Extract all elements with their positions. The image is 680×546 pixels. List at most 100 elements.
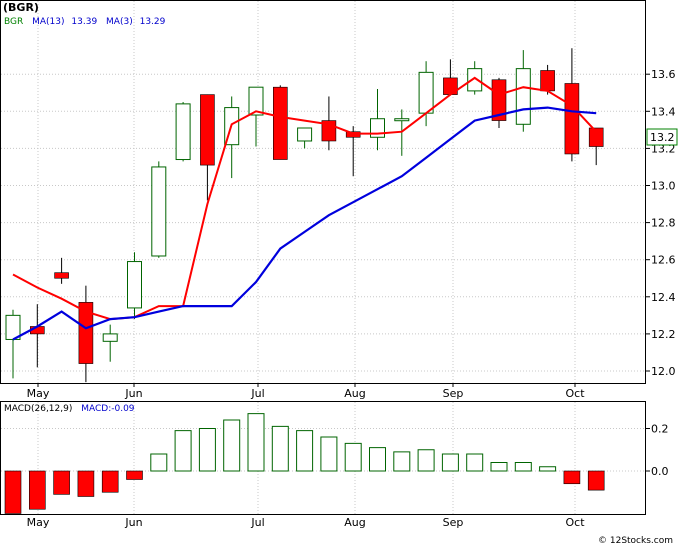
down-candle	[491, 77, 507, 128]
price-y-tick-label: 13.2	[651, 142, 676, 155]
macd-bar-positive	[198, 428, 216, 472]
macd-bar-negative	[126, 470, 143, 480]
price-y-tick-label: 13.6	[651, 68, 676, 81]
macd-bar-positive	[466, 453, 484, 472]
macd-bar-positive	[539, 466, 557, 472]
candle-body	[564, 83, 580, 155]
candlestick-series	[5, 48, 604, 383]
macd-bar-positive	[369, 447, 386, 472]
price-x-tick-label: Aug	[344, 387, 365, 400]
macd-bar-negative	[4, 470, 22, 514]
down-candle	[200, 94, 215, 201]
up-candle	[151, 161, 167, 258]
macd-bar-negative	[77, 470, 95, 497]
candle-body	[151, 166, 167, 257]
down-candle	[78, 285, 94, 383]
price-x-axis: May Jun Jul Aug Sep Oct	[27, 383, 585, 400]
macd-bar-positive	[320, 436, 338, 472]
candle-body	[78, 302, 94, 364]
up-candle	[370, 89, 385, 151]
macd-y-tick-label: 0.2	[651, 423, 669, 436]
macd-bar-negative	[563, 470, 581, 485]
macd-x-tick-label: Sep	[443, 516, 464, 529]
macd-x-axis: May Jun Jul Aug Sep Oct	[27, 516, 586, 529]
macd-panel-frame	[0, 401, 646, 515]
macd-x-tick-label: Aug	[344, 516, 365, 529]
macd-bar-positive	[296, 430, 314, 472]
macd-bar-negative	[53, 470, 70, 495]
ma13-line	[12, 106, 597, 341]
candle-body	[467, 68, 483, 92]
legend-ma-short-value: 13.29	[140, 17, 166, 27]
legend-ma-long-label: MA(13)	[32, 17, 64, 27]
legend-ma-long-value: 13.39	[71, 17, 97, 27]
macd-legend: MACD(26,12,9) MACD:-0.09	[4, 404, 135, 414]
candle-body	[200, 94, 215, 166]
candle-body	[491, 79, 507, 121]
legend-ma-short-label: MA(3)	[106, 17, 133, 27]
price-y-tick-label: 12.0	[651, 365, 676, 378]
macd-bar-positive	[174, 430, 192, 472]
up-candle	[248, 86, 264, 147]
price-x-tick-label: Jun	[124, 387, 142, 400]
macd-x-tick-label: Jul	[250, 516, 264, 529]
down-candle	[588, 127, 604, 166]
price-x-tick-label: May	[27, 387, 50, 400]
down-candle	[54, 257, 69, 284]
macd-bar-positive	[223, 419, 241, 472]
up-candle	[297, 127, 313, 149]
price-x-tick-label: Oct	[565, 387, 585, 400]
macd-x-tick-label: Oct	[565, 516, 585, 529]
chart-title: (BGR)	[3, 1, 39, 14]
macd-bar-positive	[417, 449, 435, 472]
price-gridlines	[1, 1, 645, 383]
macd-bar-positive	[271, 425, 289, 472]
candle-body	[540, 70, 555, 92]
down-candle	[272, 85, 288, 160]
price-y-tick-label: 12.2	[651, 328, 676, 341]
price-y-tick-label: 12.8	[651, 217, 676, 230]
down-candle	[443, 59, 458, 95]
candle-body	[588, 127, 604, 147]
macd-bar-negative	[28, 470, 46, 510]
up-candle	[467, 61, 483, 95]
macd-bar-positive	[150, 453, 168, 472]
up-candle	[127, 252, 142, 320]
candle-body	[515, 68, 531, 125]
macd-y-axis: 0.2 0.0	[645, 423, 669, 478]
up-candle	[175, 102, 191, 162]
price-y-axis: 12.0 12.2 12.4 12.6 12.8 13.0 13.2 13.4 13.6	[645, 68, 676, 378]
macd-bar-positive	[393, 451, 411, 472]
macd-label: MACD(26,12,9)	[4, 404, 72, 414]
candle-body	[297, 127, 313, 142]
candle-body	[272, 86, 288, 160]
candle-body	[175, 103, 191, 161]
macd-x-tick-label: May	[27, 516, 50, 529]
macd-bar-positive	[247, 413, 265, 472]
down-candle	[29, 304, 45, 368]
price-x-tick-label: Sep	[443, 387, 464, 400]
candle-body	[127, 261, 142, 309]
candle-body	[102, 333, 118, 342]
candle-body	[394, 118, 410, 122]
price-x-tick-label: Jul	[250, 387, 264, 400]
legend-ticker: BGR	[4, 17, 23, 27]
moving-average-lines	[12, 76, 597, 341]
macd-bar-negative	[587, 470, 605, 491]
price-y-tick-label: 13.4	[651, 105, 676, 118]
legend-row: BGR MA(13) 13.39 MA(3) 13.29	[4, 17, 166, 27]
price-panel-frame	[0, 0, 646, 384]
macd-value-label: MACD:-0.09	[81, 404, 135, 414]
candle-body	[54, 272, 69, 279]
macd-x-tick-label: Jun	[124, 516, 142, 529]
price-y-tick-label: 12.4	[651, 291, 676, 304]
macd-bar-positive	[490, 462, 508, 472]
macd-histogram	[4, 413, 605, 514]
credit-text: © 12Stocks.com	[598, 536, 673, 546]
current-price-tag: 13.2	[646, 128, 678, 146]
current-price-box	[646, 128, 678, 146]
macd-bar-positive	[441, 453, 459, 472]
macd-bar-positive	[344, 442, 362, 472]
candle-body	[248, 86, 264, 116]
